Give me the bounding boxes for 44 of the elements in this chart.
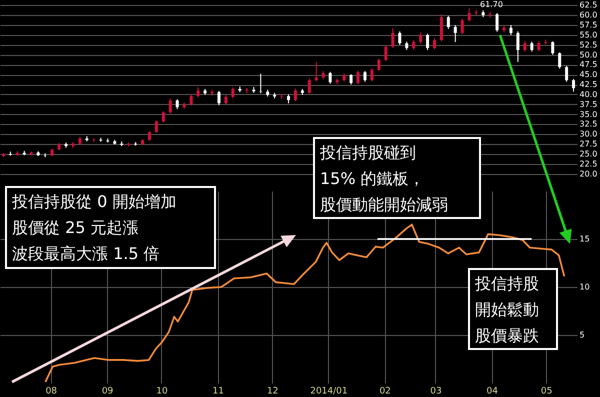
annotation: 投信持股從 0 開始增加 [12,191,178,213]
y-tick-label: 5 [580,330,585,340]
y-tick-label: 15 [580,234,590,244]
text-box: 投信持股碰到 15% 的鐵板， 股價動能開始減弱 [313,137,481,219]
x-tick-label: 2014/01 [310,386,348,396]
x-tick-label: 11 [212,386,224,396]
y-tick-label: 52.5 [580,40,598,50]
y-tick-label: 27.5 [580,140,598,149]
annotation: 開始鬆動 [475,299,540,321]
annotation: 股價動能開始減弱 [320,194,449,216]
y-tick-label: 50.0 [580,50,598,60]
y-tick-label: 30.0 [580,130,598,139]
annotation: 投信持股 [475,273,540,295]
text-box: 投信持股從 0 開始增加 股價從 25 元起漲 波段最高大漲 1.5 倍 [5,186,216,269]
y-tick-label: 42.5 [580,80,598,90]
x-tick-label: 12 [266,386,278,396]
y-tick-label: 47.5 [580,60,598,70]
x-tick-label: 08 [46,386,58,396]
text-box: 投信持股 開始鬆動 股價暴跌 [468,268,558,350]
x-tick-label: 05 [540,386,552,396]
y-tick-label: 22.5 [580,159,598,168]
x-tick-label: 09 [102,386,114,396]
y-tick-label: 10 [580,282,590,292]
y-tick-label: 35.0 [580,110,598,119]
x-tick-label: 10 [156,386,168,396]
y-tick-label: 60.0 [580,10,598,20]
x-tick-label: 02 [379,386,391,396]
y-tick-label: 37.5 [580,100,598,109]
annotation: 投信持股碰到 [320,142,417,164]
annotation: 波段最高大漲 1.5 倍 [12,243,161,265]
annotation: 股價從 25 元起漲 [12,217,140,239]
y-tick-label: 55.0 [580,30,598,40]
y-tick-label: 40.0 [580,90,598,99]
y-tick-label: 20.0 [580,169,598,178]
y-tick-label: 25.0 [580,150,598,159]
x-tick-label: 04 [486,386,498,396]
annotation: 15% 的鐵板， [320,168,426,190]
y-tick-label: 32.5 [580,120,598,129]
y-tick-label: 57.5 [580,20,598,30]
annotation: 股價暴跌 [475,325,540,347]
y-tick-label: 62.5 [580,0,598,10]
annotation: 61.70 [480,0,503,9]
y-tick-label: 45.0 [580,70,598,80]
x-tick-label: 03 [430,386,442,396]
